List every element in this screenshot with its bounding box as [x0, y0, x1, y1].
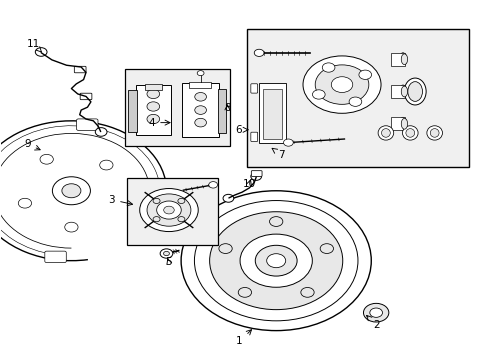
Bar — [263, 89, 281, 139]
Circle shape — [322, 63, 334, 72]
FancyBboxPatch shape — [250, 132, 257, 141]
Circle shape — [320, 244, 333, 253]
FancyBboxPatch shape — [74, 66, 86, 73]
Ellipse shape — [399, 117, 406, 130]
Circle shape — [163, 206, 174, 214]
Circle shape — [181, 191, 370, 330]
Circle shape — [62, 184, 81, 198]
FancyBboxPatch shape — [76, 119, 98, 130]
Bar — [128, 90, 137, 132]
Bar — [127, 178, 217, 244]
FancyBboxPatch shape — [250, 84, 257, 93]
Circle shape — [358, 70, 371, 80]
Circle shape — [209, 212, 342, 310]
Bar — [246, 30, 468, 167]
Circle shape — [163, 251, 169, 256]
Circle shape — [160, 249, 172, 258]
Text: 6: 6 — [234, 125, 247, 135]
Circle shape — [153, 198, 160, 203]
FancyBboxPatch shape — [251, 171, 262, 176]
Text: 9: 9 — [24, 139, 40, 150]
Bar — [217, 89, 226, 134]
Text: 11: 11 — [27, 39, 41, 52]
Ellipse shape — [401, 86, 407, 97]
Circle shape — [348, 97, 361, 106]
Circle shape — [283, 139, 293, 146]
Bar — [390, 117, 405, 130]
Ellipse shape — [426, 126, 442, 140]
Bar — [136, 85, 170, 135]
Bar — [390, 85, 405, 98]
Circle shape — [95, 128, 107, 136]
Ellipse shape — [429, 129, 438, 137]
Circle shape — [178, 217, 184, 222]
Circle shape — [208, 181, 217, 188]
Circle shape — [238, 288, 251, 297]
Text: 7: 7 — [271, 148, 284, 160]
Bar — [259, 84, 285, 143]
Circle shape — [140, 189, 198, 231]
Text: 2: 2 — [366, 315, 379, 330]
Circle shape — [330, 77, 352, 93]
Circle shape — [240, 234, 312, 287]
Circle shape — [156, 201, 181, 219]
Circle shape — [194, 106, 206, 114]
Text: 3: 3 — [108, 195, 132, 206]
Ellipse shape — [399, 53, 406, 66]
Circle shape — [178, 198, 184, 203]
Circle shape — [194, 201, 357, 321]
Text: 4: 4 — [148, 118, 170, 128]
Circle shape — [223, 194, 233, 202]
Circle shape — [40, 154, 53, 164]
Text: 8: 8 — [224, 103, 230, 113]
Circle shape — [147, 102, 159, 111]
Circle shape — [194, 118, 206, 127]
Ellipse shape — [404, 78, 425, 105]
Bar — [189, 82, 211, 88]
Ellipse shape — [401, 118, 407, 129]
Circle shape — [312, 90, 325, 99]
Bar — [182, 83, 218, 137]
Circle shape — [303, 56, 380, 113]
Bar — [125, 69, 229, 146]
Ellipse shape — [399, 85, 406, 98]
Circle shape — [35, 48, 47, 56]
Circle shape — [269, 217, 282, 226]
Circle shape — [250, 172, 261, 180]
Circle shape — [64, 222, 78, 232]
Circle shape — [197, 71, 203, 76]
Circle shape — [255, 245, 297, 276]
Circle shape — [147, 114, 159, 124]
Bar — [144, 84, 162, 90]
Text: 5: 5 — [165, 257, 172, 267]
Ellipse shape — [377, 126, 393, 140]
Circle shape — [363, 303, 388, 322]
Circle shape — [153, 217, 160, 222]
Bar — [390, 53, 405, 66]
Circle shape — [147, 89, 159, 99]
Circle shape — [300, 288, 313, 297]
Text: 10: 10 — [243, 179, 255, 189]
Circle shape — [52, 177, 90, 205]
Circle shape — [147, 194, 190, 226]
Circle shape — [18, 198, 32, 208]
Circle shape — [369, 308, 382, 318]
FancyBboxPatch shape — [80, 93, 92, 100]
FancyBboxPatch shape — [45, 251, 66, 262]
Ellipse shape — [402, 126, 417, 140]
Ellipse shape — [401, 54, 407, 64]
Ellipse shape — [407, 82, 422, 102]
Circle shape — [219, 244, 232, 253]
Circle shape — [100, 160, 113, 170]
Circle shape — [254, 49, 264, 57]
Ellipse shape — [405, 129, 414, 137]
Text: 1: 1 — [236, 330, 251, 346]
Ellipse shape — [381, 129, 389, 137]
Circle shape — [315, 65, 368, 104]
Circle shape — [194, 93, 206, 101]
Circle shape — [266, 254, 285, 268]
